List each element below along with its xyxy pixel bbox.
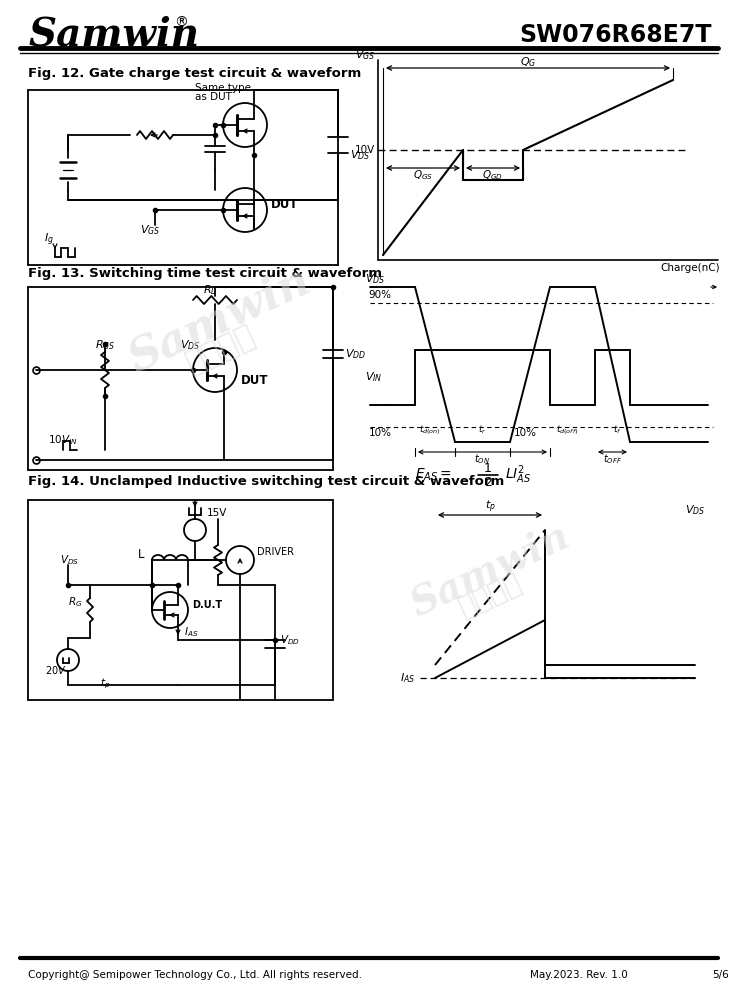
Text: $I_g$: $I_g$	[44, 232, 54, 248]
Text: Charge(nC): Charge(nC)	[661, 263, 720, 273]
Text: D.U.T: D.U.T	[192, 600, 222, 610]
Text: $V_{GS}$: $V_{GS}$	[140, 223, 160, 237]
Text: $R_G$: $R_G$	[68, 595, 83, 609]
Text: DUT: DUT	[241, 373, 269, 386]
Text: SW076R68E7T: SW076R68E7T	[520, 23, 712, 47]
Text: $t_{OFF}$: $t_{OFF}$	[603, 452, 622, 466]
Text: $t_p$: $t_p$	[485, 499, 495, 515]
Text: 10V: 10V	[355, 145, 375, 155]
Text: $Q_{GS}$: $Q_{GS}$	[413, 168, 433, 182]
Text: L: L	[138, 548, 145, 562]
Text: $LI_{AS}^2$: $LI_{AS}^2$	[505, 464, 531, 486]
Text: $t_f$: $t_f$	[613, 424, 622, 436]
Text: as DUT: as DUT	[195, 92, 232, 102]
Text: $10V_{IN}$: $10V_{IN}$	[48, 433, 77, 447]
Text: Samwin: Samwin	[404, 517, 576, 623]
Text: $V_{DS}$: $V_{DS}$	[60, 553, 79, 567]
Text: 10%: 10%	[514, 428, 537, 438]
Text: Fig. 12. Gate charge test circuit & waveform: Fig. 12. Gate charge test circuit & wave…	[28, 66, 361, 80]
Text: $t_{d(on)}$: $t_{d(on)}$	[419, 423, 441, 437]
Text: 10%: 10%	[368, 428, 391, 438]
Text: $E_{AS}=$: $E_{AS}=$	[415, 467, 452, 483]
Text: May.2023. Rev. 1.0: May.2023. Rev. 1.0	[530, 970, 628, 980]
Text: $I_{AS}$: $I_{AS}$	[184, 625, 199, 639]
Text: $Q_G$: $Q_G$	[520, 55, 537, 69]
Text: Fig. 13. Switching time test circuit & waveform: Fig. 13. Switching time test circuit & w…	[28, 266, 382, 279]
Text: DRIVER: DRIVER	[257, 547, 294, 557]
Text: $V_{DS}$: $V_{DS}$	[180, 338, 200, 352]
Text: $R_{GS}$: $R_{GS}$	[94, 338, 115, 352]
Text: 5/6: 5/6	[712, 970, 728, 980]
Text: $Q_{GD}$: $Q_{GD}$	[483, 168, 503, 182]
Text: $V_{GS}$: $V_{GS}$	[355, 48, 375, 62]
Text: $V_{DS}$: $V_{DS}$	[365, 272, 385, 286]
Text: 2: 2	[484, 476, 492, 488]
Text: Copyright@ Semipower Technology Co., Ltd. All rights reserved.: Copyright@ Semipower Technology Co., Ltd…	[28, 970, 362, 980]
Text: ®: ®	[174, 16, 188, 30]
Text: Same type: Same type	[195, 83, 251, 93]
Text: $V_{DS}$: $V_{DS}$	[350, 148, 370, 162]
Text: $R_L$: $R_L$	[203, 283, 217, 297]
Text: DUT: DUT	[271, 198, 298, 212]
Text: 1: 1	[484, 462, 492, 476]
Text: Samwin: Samwin	[123, 259, 318, 381]
Text: 三力部件: 三力部件	[181, 321, 259, 379]
Text: $t_p$: $t_p$	[100, 677, 111, 691]
Text: 15V: 15V	[207, 508, 227, 518]
Text: $t_{d(off)}$: $t_{d(off)}$	[556, 423, 579, 437]
Text: 三力部件: 三力部件	[454, 568, 526, 622]
Text: $20V$: $20V$	[45, 664, 67, 676]
Text: $V_{IN}$: $V_{IN}$	[365, 371, 382, 384]
Text: Fig. 14. Unclamped Inductive switching test circuit & waveform: Fig. 14. Unclamped Inductive switching t…	[28, 476, 504, 488]
Text: $V_{DD}$: $V_{DD}$	[345, 347, 366, 361]
Text: $V_{DD}$: $V_{DD}$	[280, 633, 300, 647]
Text: $I_{AS}$: $I_{AS}$	[400, 671, 415, 685]
Text: $t_r$: $t_r$	[478, 424, 487, 436]
Text: $t_{ON}$: $t_{ON}$	[475, 452, 491, 466]
Text: 90%: 90%	[368, 290, 391, 300]
Text: Samwin: Samwin	[28, 16, 199, 54]
Text: $V_{DS}$: $V_{DS}$	[685, 503, 705, 517]
